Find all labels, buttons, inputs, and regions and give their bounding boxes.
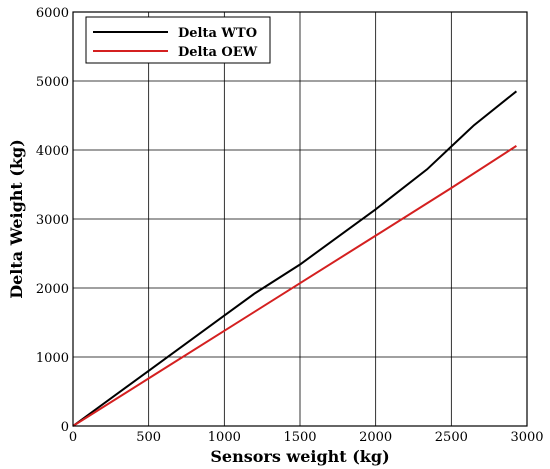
y-axis-title: Delta Weight (kg) <box>7 139 26 299</box>
y-tick-label: 1000 <box>36 351 69 366</box>
legend-label-delta-wto: Delta WTO <box>178 26 257 41</box>
series-lines <box>72 90 518 427</box>
x-axis-title: Sensors weight (kg) <box>210 447 389 466</box>
y-tick-label: 4000 <box>36 144 69 159</box>
legend-label-delta-oew: Delta OEW <box>178 45 258 60</box>
y-tick-label: 6000 <box>36 6 69 21</box>
y-tick-label: 5000 <box>36 75 69 90</box>
series-line-delta-wto <box>72 90 518 427</box>
x-tick-label: 3000 <box>510 430 543 445</box>
legend: Delta WTO Delta OEW <box>85 16 271 64</box>
y-tick-label: 0 <box>61 420 69 435</box>
x-tick-label: 1000 <box>208 430 241 445</box>
x-tick-label: 1500 <box>283 430 316 445</box>
y-tick-label: 3000 <box>36 213 69 228</box>
x-tick-label: 2500 <box>435 430 468 445</box>
grid-lines <box>72 11 528 427</box>
x-tick-label: 0 <box>69 430 77 445</box>
y-tick-label: 2000 <box>36 282 69 297</box>
x-tick-label: 2000 <box>359 430 392 445</box>
series-line-delta-oew <box>72 145 517 427</box>
tick-labels: 0 500 1000 1500 2000 2500 3000 0 1000 2000 3000 400… <box>36 6 544 445</box>
x-tick-label: 500 <box>136 430 161 445</box>
legend-box <box>85 16 271 64</box>
plot-frame <box>72 11 528 427</box>
